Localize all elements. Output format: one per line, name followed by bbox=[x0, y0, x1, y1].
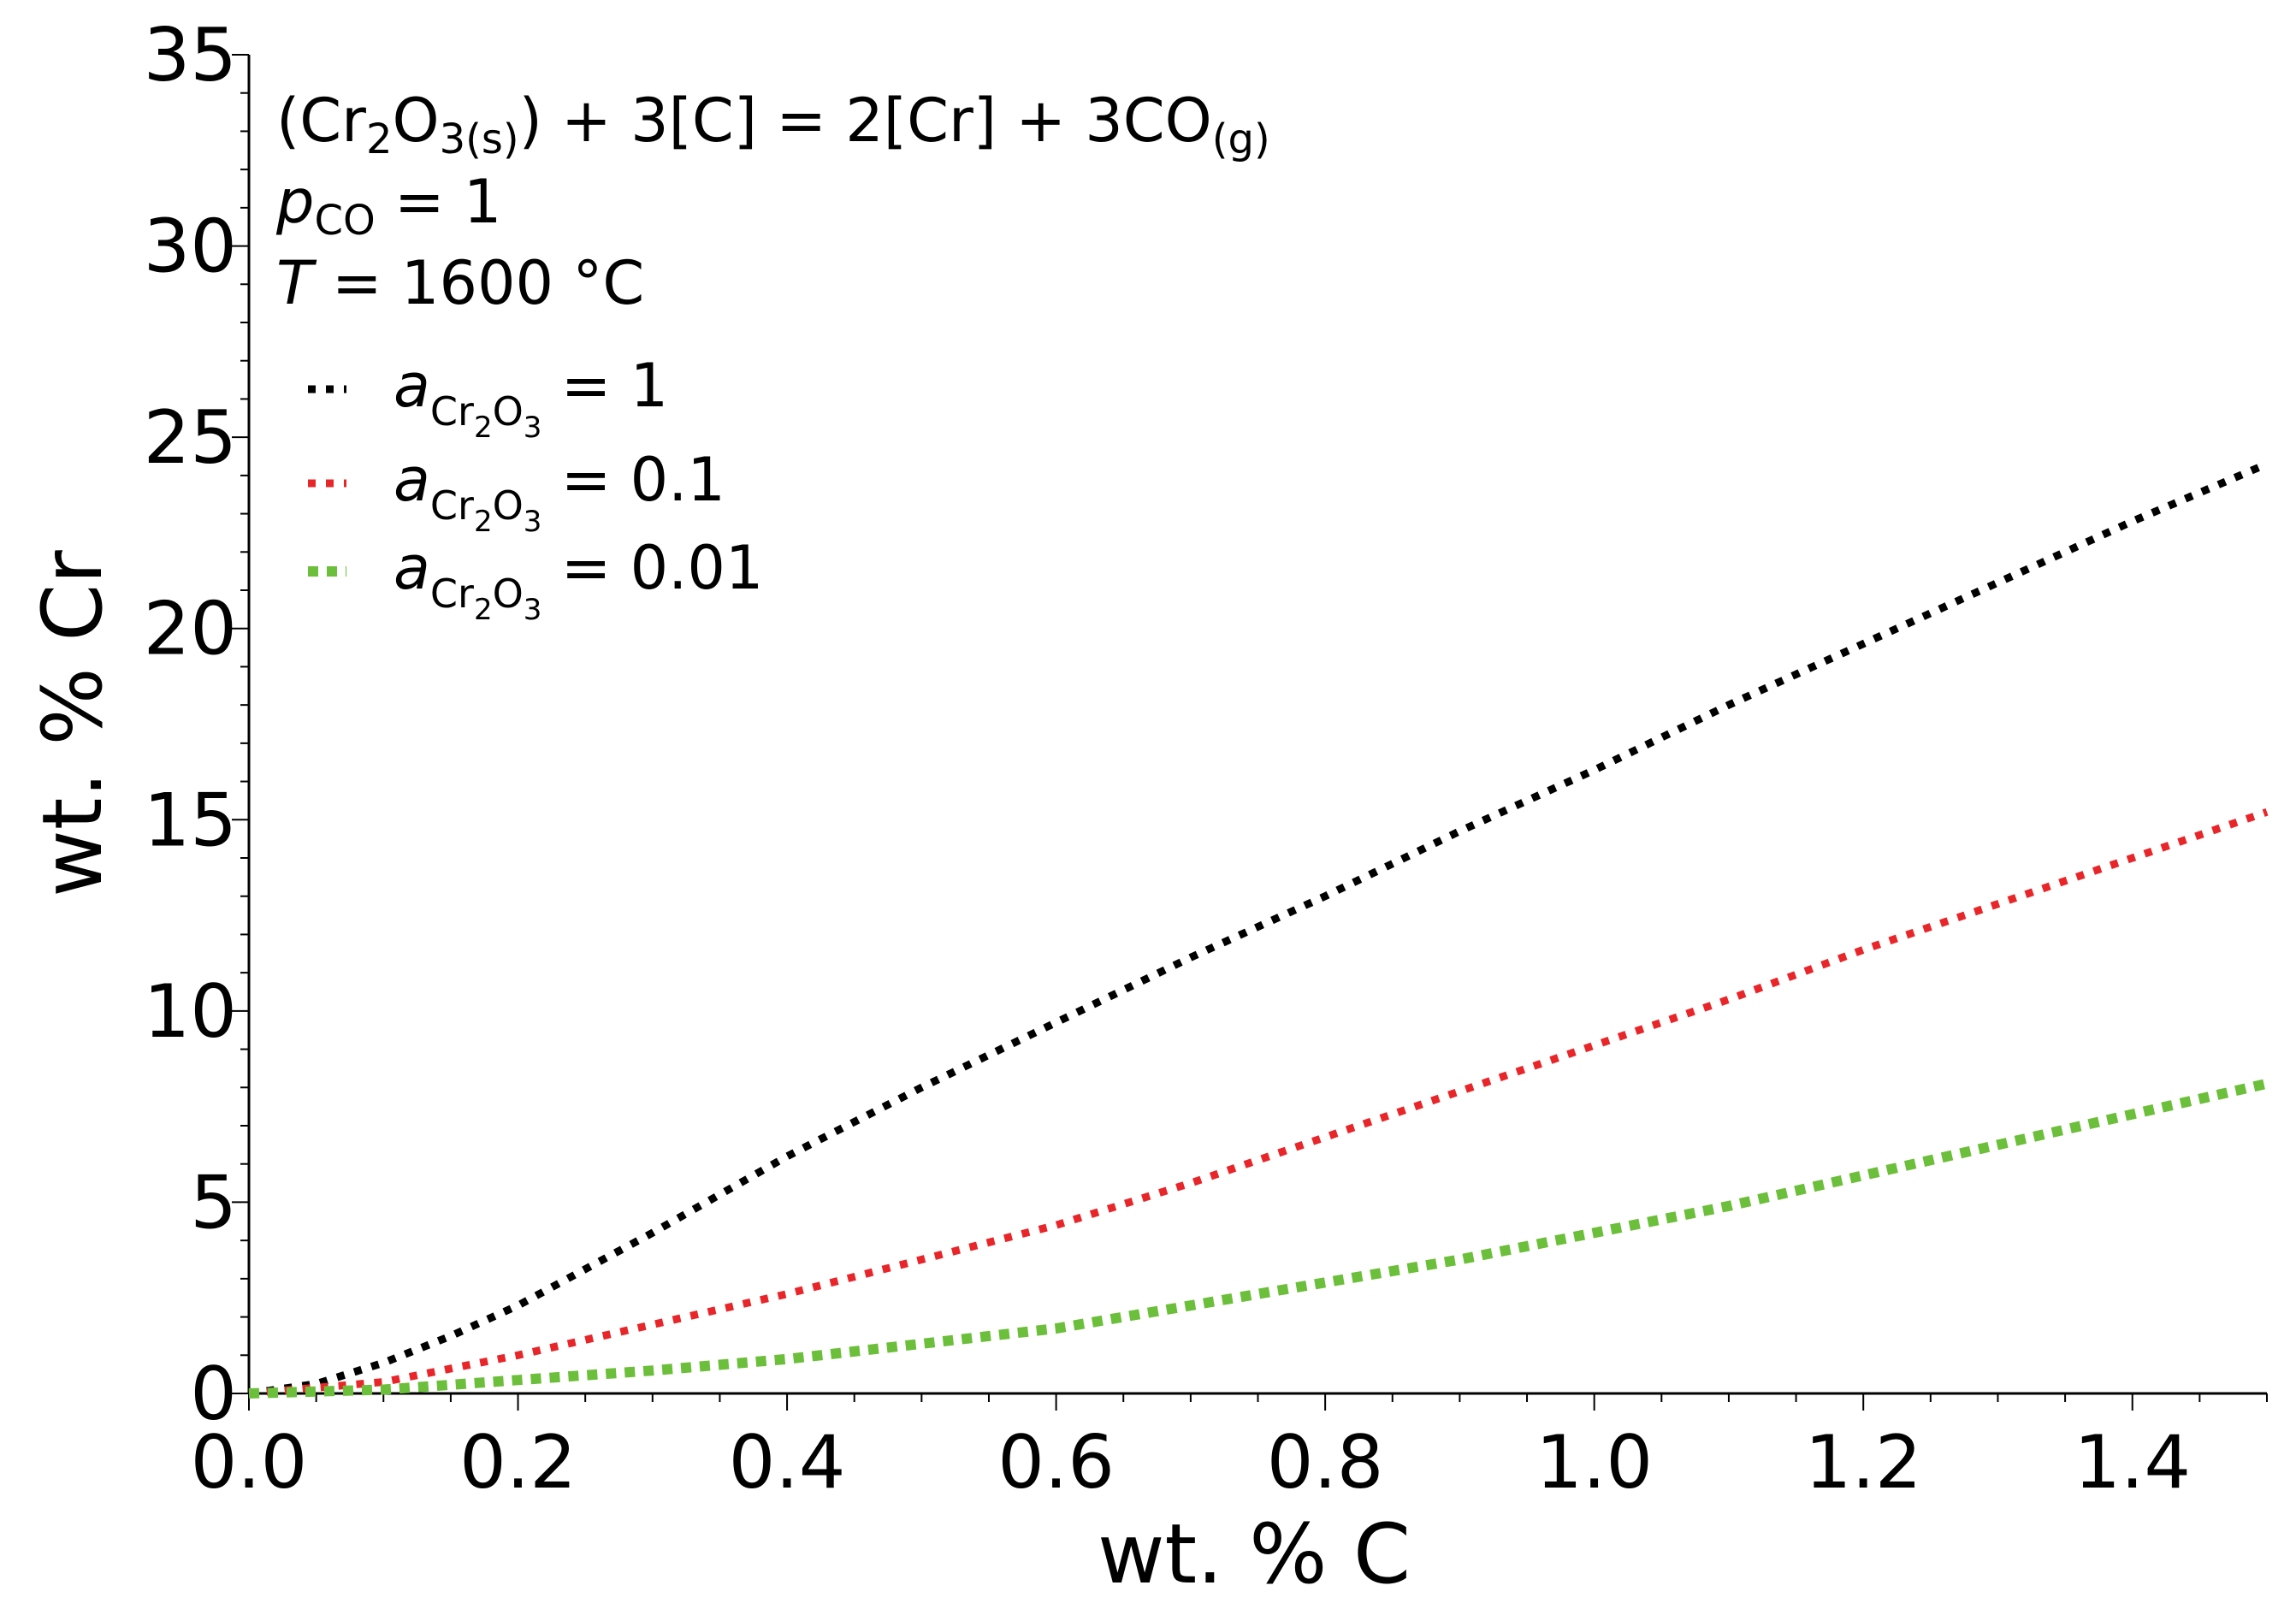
legend-label-2: aCr2O3 = 0.1 bbox=[394, 445, 725, 539]
y-tick-label: 25 bbox=[144, 395, 237, 481]
temperature-annotation: T = 1600 °C bbox=[276, 248, 644, 318]
legend-label-3: aCr2O3 = 0.01 bbox=[394, 533, 763, 627]
x-tick-label: 0.2 bbox=[459, 1420, 577, 1506]
series-line-3 bbox=[248, 1078, 2269, 1399]
x-tick-label: 1.0 bbox=[1536, 1420, 1653, 1506]
series-layer bbox=[248, 460, 2269, 1399]
x-tick-label: 0.8 bbox=[1267, 1420, 1384, 1506]
y-axis-title: wt. % Cr bbox=[25, 550, 121, 897]
x-tick-label: 0.4 bbox=[729, 1420, 846, 1506]
y-tick-label: 0 bbox=[190, 1352, 237, 1437]
x-tick-label: 1.4 bbox=[2074, 1420, 2191, 1506]
x-tick-label: 0.0 bbox=[191, 1420, 308, 1506]
x-ticks: 0.0 0.2 0.4 0.6 0.8 1.0 1.2 1.4 bbox=[191, 1393, 2268, 1506]
y-tick-label: 35 bbox=[144, 13, 237, 98]
y-tick-label: 15 bbox=[144, 778, 237, 863]
y-tick-label: 30 bbox=[144, 204, 237, 290]
series-line-1 bbox=[248, 460, 2269, 1398]
series-line-2 bbox=[248, 808, 2269, 1398]
plot-area: 0 5 10 15 20 25 30 35 0.0 0.2 0.4 0.6 0.8 1.0 1.2 1.4 bbox=[144, 13, 2269, 1506]
y-tick-label: 10 bbox=[144, 969, 237, 1055]
x-tick-label: 0.6 bbox=[997, 1420, 1115, 1506]
reaction-annotation: (Cr2O3(s)) + 3[C] = 2[Cr] + 3CO(g) bbox=[276, 86, 1270, 163]
y-ticks: 0 5 10 15 20 25 30 35 bbox=[144, 13, 249, 1437]
y-tick-label: 5 bbox=[190, 1160, 237, 1245]
x-tick-label: 1.2 bbox=[1805, 1420, 1922, 1506]
x-axis-title: wt. % C bbox=[1098, 1506, 1411, 1602]
y-tick-label: 20 bbox=[144, 587, 237, 672]
legend-label-1: aCr2O3 = 1 bbox=[394, 351, 668, 445]
pressure-annotation: pCO = 1 bbox=[275, 167, 501, 245]
